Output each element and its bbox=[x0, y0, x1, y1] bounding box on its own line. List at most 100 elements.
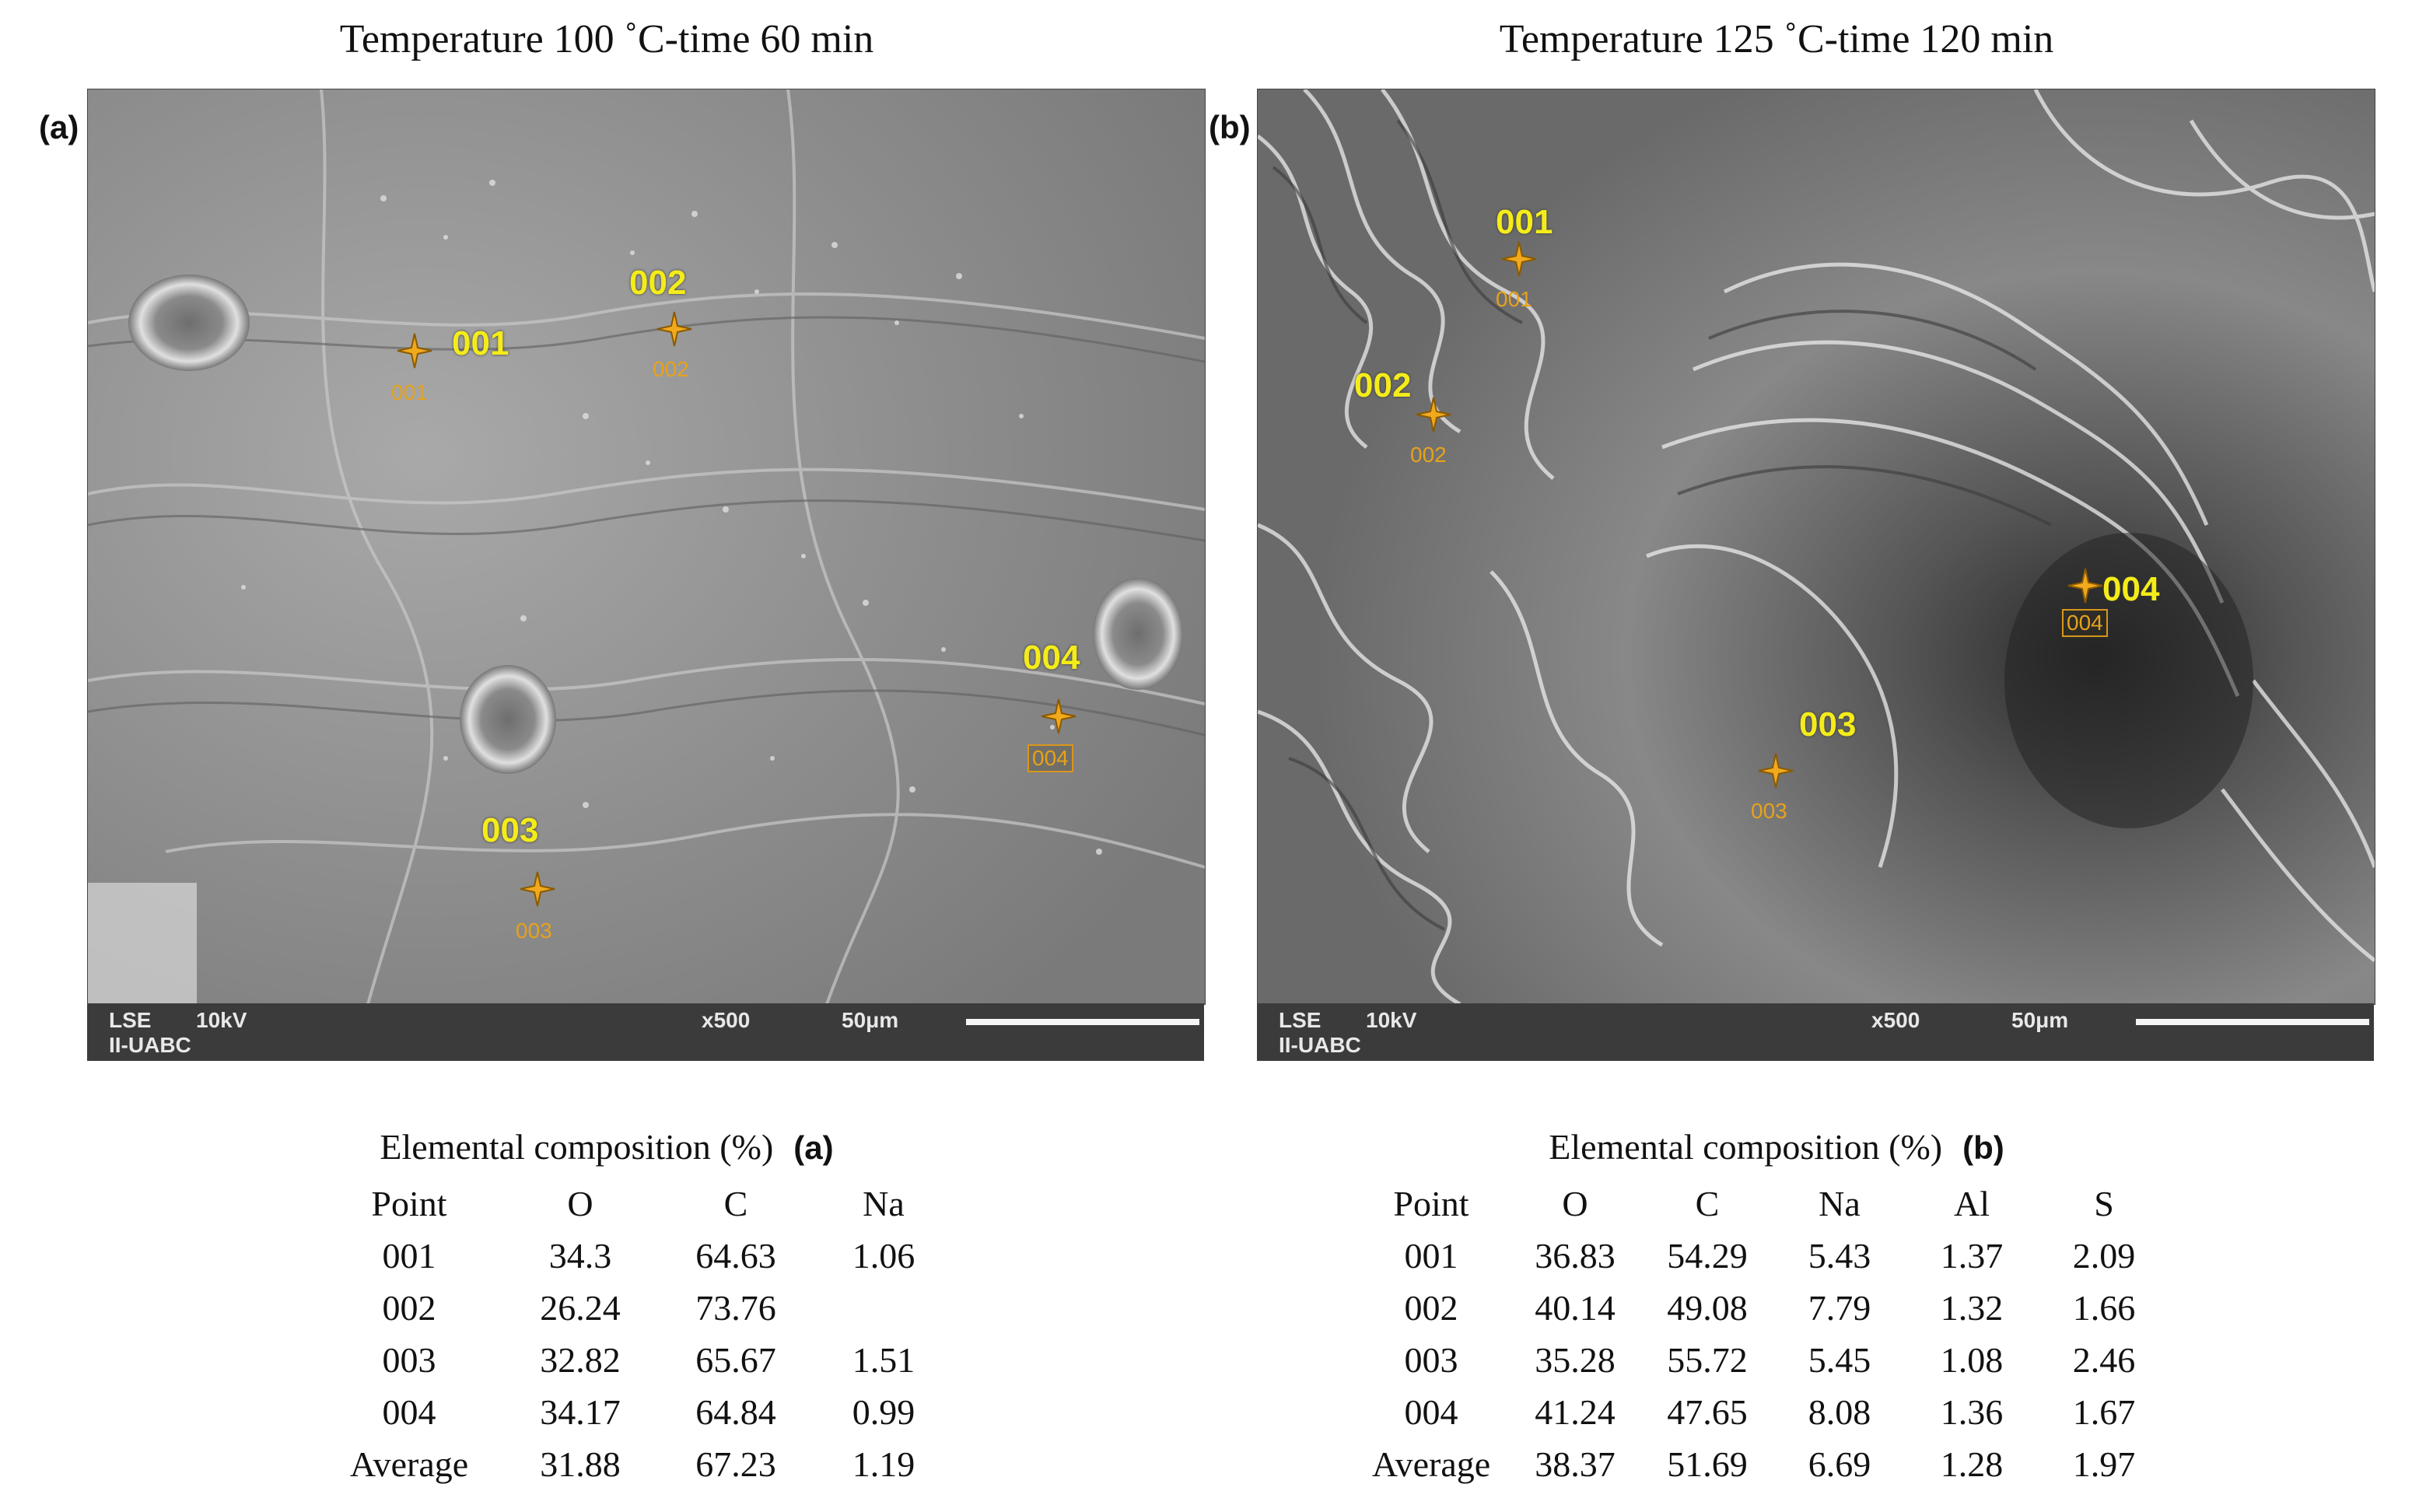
table-cell: 1.36 bbox=[1940, 1392, 2004, 1432]
table-cell: 8.08 bbox=[1808, 1392, 1871, 1432]
magnification: x500 bbox=[1871, 1008, 1920, 1032]
point-sublabel: 003 bbox=[1751, 799, 1787, 823]
crosshair-icon bbox=[520, 871, 555, 907]
table-cell: 35.28 bbox=[1535, 1340, 1616, 1380]
column-header: Point bbox=[1393, 1184, 1469, 1223]
point-sublabel: 004 bbox=[1027, 744, 1073, 772]
composition-caption-b: Elemental composition (%) (b) bbox=[1201, 1126, 2352, 1167]
table-cell: 65.67 bbox=[695, 1340, 776, 1380]
point-label: 001 bbox=[1496, 203, 1553, 241]
table-header-row: Point O C Na Al S bbox=[1353, 1178, 2170, 1230]
point-label: 002 bbox=[1354, 366, 1412, 404]
column-header: C bbox=[1695, 1184, 1720, 1223]
table-row: 004 41.24 47.65 8.08 1.36 1.67 bbox=[1353, 1386, 2170, 1438]
table-cell: 004 bbox=[1404, 1392, 1458, 1432]
table-cell: 1.51 bbox=[852, 1340, 915, 1380]
table-row-average: Average 38.37 51.69 6.69 1.28 1.97 bbox=[1353, 1438, 2170, 1490]
table-cell: 34.17 bbox=[540, 1392, 621, 1432]
table-row: 002 40.14 49.08 7.79 1.32 1.66 bbox=[1353, 1282, 2170, 1334]
panel-b-title: Temperature 125 ˚C-time 120 min bbox=[1499, 17, 2054, 61]
table-cell: 64.63 bbox=[695, 1236, 776, 1276]
panel-b: Temperature 125 ˚C-time 120 min (b) bbox=[1201, 0, 2375, 1512]
table-cell: 1.66 bbox=[2072, 1288, 2136, 1328]
column-header: Al bbox=[1954, 1184, 1990, 1223]
table-cell: Average bbox=[1371, 1444, 1491, 1484]
table-cell: 1.28 bbox=[1940, 1444, 2004, 1484]
sem-surface-b bbox=[1258, 89, 2375, 1004]
table-cell: 003 bbox=[1404, 1340, 1458, 1380]
point-label: 002 bbox=[629, 264, 687, 302]
table-cell: 55.72 bbox=[1667, 1340, 1748, 1380]
sem-micrograph-a: 001 001 002 002 003 003 004 004 bbox=[87, 89, 1206, 1005]
column-header: O bbox=[567, 1184, 593, 1223]
panel-a: Temperature 100 ˚C-time 60 min (a) bbox=[31, 0, 1206, 1512]
point-sublabel: 001 bbox=[1496, 287, 1532, 311]
scale-bar bbox=[2136, 1019, 2369, 1025]
table-cell: 1.32 bbox=[1940, 1288, 2004, 1328]
composition-title: Elemental composition (%) bbox=[380, 1127, 774, 1167]
panel-b-letter: (b) bbox=[1209, 109, 1251, 145]
table-cell: 51.69 bbox=[1667, 1444, 1748, 1484]
composition-letter: (b) bbox=[1962, 1129, 2004, 1166]
scale-bar bbox=[966, 1019, 1199, 1025]
sem-databar-a: LSE 10kV II-UABC x500 50μm bbox=[87, 1003, 1204, 1061]
table-cell: 002 bbox=[382, 1288, 436, 1328]
table-cell: 0.99 bbox=[852, 1392, 915, 1432]
table-row: 002 26.24 73.76 bbox=[316, 1282, 954, 1334]
table-cell: 49.08 bbox=[1667, 1288, 1748, 1328]
table-cell: 40.14 bbox=[1535, 1288, 1616, 1328]
sem-databar-b: LSE 10kV II-UABC x500 50μm bbox=[1257, 1003, 2374, 1061]
detector-mode: LSE bbox=[109, 1008, 152, 1032]
lab-label: II-UABC bbox=[1279, 1033, 1361, 1057]
table-cell: 1.08 bbox=[1940, 1340, 2004, 1380]
crosshair-icon bbox=[2067, 568, 2103, 604]
table-cell: 001 bbox=[1404, 1236, 1458, 1276]
composition-table-a: Point O C Na 001 34.3 64.63 1.06 002 26.… bbox=[316, 1178, 954, 1490]
table-cell: 5.43 bbox=[1808, 1236, 1871, 1276]
table-cell: 64.84 bbox=[695, 1392, 776, 1432]
table-row: 003 32.82 65.67 1.51 bbox=[316, 1334, 954, 1386]
scale-label: 50μm bbox=[842, 1008, 899, 1032]
table-row: 003 35.28 55.72 5.45 1.08 2.46 bbox=[1353, 1334, 2170, 1386]
point-label: 004 bbox=[1023, 639, 1080, 677]
table-cell: 1.97 bbox=[2072, 1444, 2136, 1484]
table-cell: 34.3 bbox=[548, 1236, 612, 1276]
table-cell: 001 bbox=[382, 1236, 436, 1276]
column-header: O bbox=[1562, 1184, 1588, 1223]
table-cell: 26.24 bbox=[540, 1288, 621, 1328]
scale-label: 50μm bbox=[2011, 1008, 2069, 1032]
point-sublabel: 003 bbox=[516, 919, 552, 943]
panel-a-letter: (a) bbox=[39, 109, 79, 145]
point-sublabel: 002 bbox=[653, 357, 689, 381]
point-label: 003 bbox=[481, 811, 539, 849]
crosshair-icon bbox=[1041, 698, 1076, 734]
table-cell: 003 bbox=[382, 1340, 436, 1380]
composition-table-b: Point O C Na Al S 001 36.83 54.29 5.43 1… bbox=[1353, 1178, 2170, 1490]
table-row: 004 34.17 64.84 0.99 bbox=[316, 1386, 954, 1438]
table-cell: 004 bbox=[382, 1392, 436, 1432]
table-cell: 47.65 bbox=[1667, 1392, 1748, 1432]
column-header: C bbox=[723, 1184, 748, 1223]
crosshair-icon bbox=[656, 311, 692, 347]
table-cell: 73.76 bbox=[695, 1288, 776, 1328]
table-row-average: Average 31.88 67.23 1.19 bbox=[316, 1438, 954, 1490]
point-label: 001 bbox=[452, 324, 509, 362]
column-header: S bbox=[2094, 1184, 2114, 1223]
table-cell bbox=[814, 1282, 954, 1334]
table-cell: 41.24 bbox=[1535, 1392, 1616, 1432]
table-cell: 1.06 bbox=[852, 1236, 915, 1276]
table-cell: 32.82 bbox=[540, 1340, 621, 1380]
column-header: Point bbox=[371, 1184, 447, 1223]
table-cell: 1.19 bbox=[852, 1444, 915, 1484]
crosshair-icon bbox=[1501, 241, 1537, 277]
lab-label: II-UABC bbox=[109, 1033, 191, 1057]
table-cell: 1.37 bbox=[1940, 1236, 2004, 1276]
crosshair-icon bbox=[397, 333, 432, 369]
table-header-row: Point O C Na bbox=[316, 1178, 954, 1230]
table-cell: 31.88 bbox=[540, 1444, 621, 1484]
column-header: Na bbox=[863, 1184, 905, 1223]
table-cell: 1.67 bbox=[2072, 1392, 2136, 1432]
crosshair-icon bbox=[1758, 753, 1794, 789]
table-cell: Average bbox=[349, 1444, 469, 1484]
point-sublabel: 001 bbox=[391, 380, 428, 404]
